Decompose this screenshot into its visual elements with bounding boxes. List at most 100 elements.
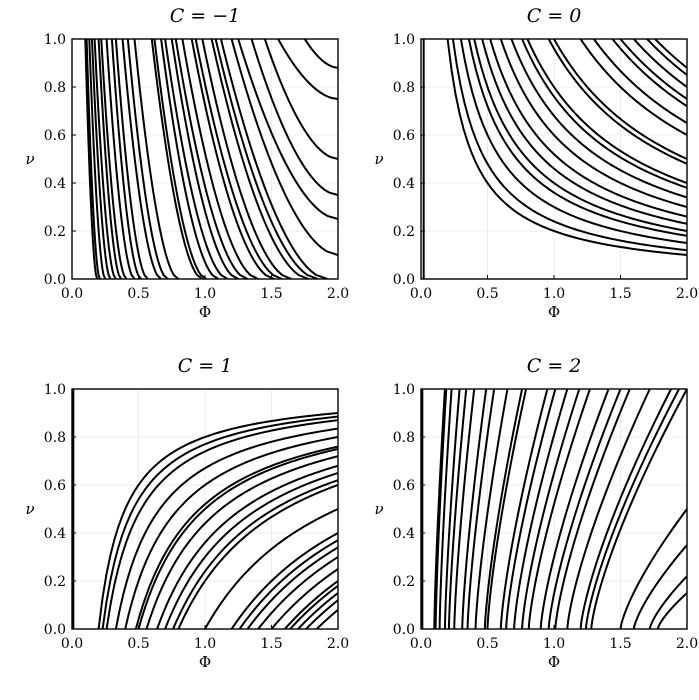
x-axis-label: Φ: [548, 653, 560, 671]
series-line-1: [84, 39, 99, 279]
series-line-24: [210, 39, 310, 279]
series-line-28: [656, 592, 687, 629]
series-line-20: [284, 580, 338, 629]
series-line-12: [126, 39, 169, 279]
x-tick-label: 2.0: [676, 636, 698, 652]
series-line-10: [510, 39, 687, 199]
y-tick-label: 0.8: [393, 430, 415, 446]
series-line-12: [486, 389, 528, 629]
series-line-21: [190, 39, 275, 279]
x-tick-label: 2.0: [327, 636, 349, 652]
x-tick-label: 2.0: [327, 286, 349, 302]
series-line-3: [434, 389, 448, 629]
y-tick-label: 0.6: [393, 478, 415, 494]
series-line-18: [257, 556, 338, 629]
series-line-19: [174, 39, 249, 279]
series-line-30: [263, 39, 338, 160]
series-line-24: [316, 609, 338, 629]
x-tick-label: 0.5: [476, 286, 498, 302]
series-line-13: [547, 39, 687, 165]
series-line-26: [219, 39, 328, 279]
series-line-2: [97, 412, 338, 629]
x-tick-label: 1.0: [194, 286, 216, 302]
series-line-17: [527, 389, 591, 629]
series-line-7: [453, 389, 476, 629]
curve-group: [422, 39, 687, 279]
x-axis-label: Φ: [199, 303, 211, 321]
x-tick-label: 1.5: [260, 286, 282, 302]
series-line-19: [547, 389, 622, 629]
y-axis-label: ν: [374, 500, 383, 518]
x-axis-label: Φ: [199, 653, 211, 671]
series-line-4: [90, 39, 112, 279]
series-line-10: [474, 389, 509, 629]
y-tick-label: 0.0: [44, 622, 66, 638]
series-line-9: [466, 389, 496, 629]
x-tick-label: 1.5: [609, 286, 631, 302]
series-line-2: [446, 39, 687, 256]
series-line-17: [164, 39, 229, 279]
series-line-18: [619, 39, 687, 100]
y-tick-label: 0.2: [44, 224, 66, 240]
y-tick-label: 0.4: [44, 176, 66, 192]
series-line-16: [160, 39, 219, 279]
series-line-5: [93, 39, 117, 279]
y-tick-label: 0.8: [393, 80, 415, 96]
series-line-14: [204, 508, 338, 629]
series-line-31: [277, 39, 338, 100]
panel-title-c-1: C = 1: [178, 355, 233, 377]
series-line-11: [521, 39, 687, 189]
series-line-15: [579, 39, 687, 136]
series-line-8: [461, 389, 488, 629]
series-line-7: [100, 39, 128, 279]
y-tick-label: 0.4: [393, 176, 415, 192]
y-tick-label: 0.8: [44, 430, 66, 446]
series-line-14: [150, 39, 203, 279]
series-line-23: [305, 599, 338, 629]
x-tick-label: 1.5: [609, 636, 631, 652]
series-line-6: [473, 39, 687, 232]
series-line-16: [238, 539, 338, 629]
series-line-7: [134, 445, 338, 629]
series-line-11: [121, 39, 162, 279]
series-line-4: [105, 419, 338, 629]
panel-title-c-2: C = 2: [527, 355, 582, 377]
series-line-21: [566, 389, 651, 629]
x-tick-label: 1.0: [543, 636, 565, 652]
y-tick-label: 0.2: [393, 574, 415, 590]
series-line-17: [246, 546, 338, 629]
panel-title-c-0: C = 0: [527, 5, 582, 27]
series-line-21: [654, 39, 687, 69]
series-line-2: [85, 39, 101, 279]
series-line-15: [230, 532, 338, 629]
y-tick-label: 1.0: [393, 32, 415, 48]
series-line-2: [433, 389, 446, 629]
curve-group: [72, 389, 338, 629]
y-tick-label: 0.6: [44, 128, 66, 144]
x-tick-label: 0.5: [127, 636, 149, 652]
series-line-6: [124, 436, 338, 629]
series-line-11: [164, 472, 338, 629]
series-line-32: [303, 39, 338, 69]
series-line-12: [526, 39, 687, 184]
y-tick-label: 0.4: [393, 526, 415, 542]
panel-title-c-minus-1: C = −1: [170, 5, 241, 27]
series-line-8: [137, 448, 338, 629]
series-line-22: [579, 389, 672, 629]
y-tick-label: 0.0: [393, 272, 415, 288]
series-line-8: [105, 39, 136, 279]
x-tick-label: 1.5: [260, 636, 282, 652]
x-tick-label: 0.0: [61, 636, 83, 652]
series-line-20: [646, 39, 687, 76]
x-tick-label: 2.0: [676, 286, 698, 302]
series-line-16: [521, 389, 581, 629]
x-tick-label: 0.5: [127, 286, 149, 302]
series-line-3: [451, 39, 687, 252]
series-line-23: [584, 389, 680, 629]
y-tick-label: 0.0: [44, 272, 66, 288]
series-line-12: [172, 479, 338, 629]
